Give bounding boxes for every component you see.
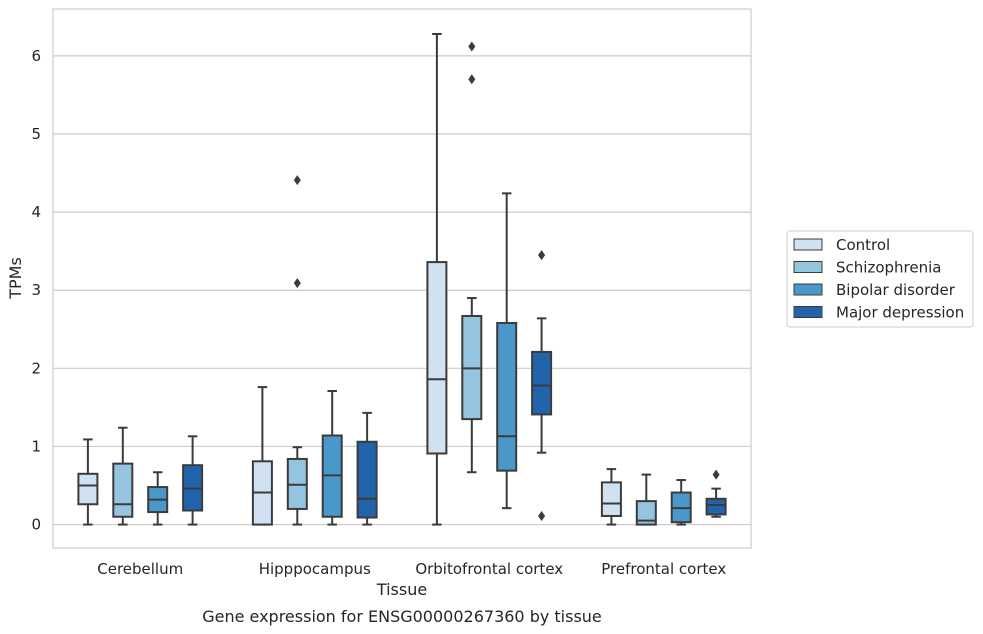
y-tick-label: 6 [31, 47, 41, 65]
box [356, 440, 378, 519]
box [426, 261, 448, 455]
outlier-marker [468, 41, 476, 52]
legend-label: Bipolar disorder [836, 281, 956, 299]
y-tick-label: 1 [31, 437, 41, 455]
legend: Control Schizophrenia Bipolar disorder Majo… [786, 230, 974, 328]
chart-caption: Gene expression for ENSG00000267360 by t… [202, 607, 602, 626]
legend-label: Schizophrenia [836, 259, 941, 277]
legend-swatch [793, 238, 823, 251]
legend-label: Control [836, 236, 890, 254]
legend-label: Major depression [836, 304, 964, 322]
y-tick-label: 4 [31, 203, 41, 221]
y-tick-label: 5 [31, 125, 41, 143]
box [77, 472, 99, 506]
box [531, 350, 553, 416]
gridlines [53, 55, 751, 526]
box [496, 322, 518, 472]
box [600, 481, 622, 517]
x-tick-labels: Cerebellum Hipppocampus Orbitofrontal cort… [97, 560, 726, 578]
legend-frame [786, 230, 974, 328]
x-tick-label: Cerebellum [97, 560, 183, 578]
box-group [635, 473, 657, 526]
box [635, 500, 657, 526]
x-tick-label: Hipppocampus [259, 560, 371, 578]
legend-swatch [793, 283, 823, 296]
box-group [531, 250, 553, 521]
outlier-marker [538, 510, 546, 521]
box-group [600, 468, 622, 526]
outlier-marker [468, 74, 476, 85]
box-group [461, 41, 483, 474]
box-group [705, 469, 727, 518]
box [705, 497, 727, 516]
outlier-marker [712, 469, 720, 480]
x-tick-label: Orbitofrontal cortex [415, 560, 563, 578]
box-group [426, 32, 448, 526]
legend-swatch [793, 306, 823, 318]
y-axis-title: TPMs [6, 257, 25, 300]
box-group [251, 386, 273, 526]
box-group [147, 471, 169, 526]
y-tick-labels: 0 1 2 3 4 5 6 [31, 47, 41, 534]
y-tick-label: 3 [31, 281, 41, 299]
y-tick-label: 2 [31, 359, 41, 377]
box-group [77, 438, 99, 526]
x-axis-title: Tissue [376, 580, 427, 599]
box-group [286, 175, 308, 526]
outlier-marker [293, 175, 301, 186]
box-group [112, 426, 134, 526]
plot-frame [52, 8, 752, 549]
x-tick-label: Prefrontal cortex [601, 560, 726, 578]
box [112, 462, 134, 518]
box-group [356, 411, 378, 526]
box-plots [77, 32, 727, 526]
box-group [496, 192, 518, 510]
box-group [670, 479, 692, 526]
box-group [321, 389, 343, 526]
legend-swatch [793, 261, 823, 273]
box-group [182, 435, 204, 526]
outlier-marker [293, 278, 301, 289]
outlier-marker [538, 250, 546, 261]
y-tick-label: 0 [31, 516, 41, 534]
